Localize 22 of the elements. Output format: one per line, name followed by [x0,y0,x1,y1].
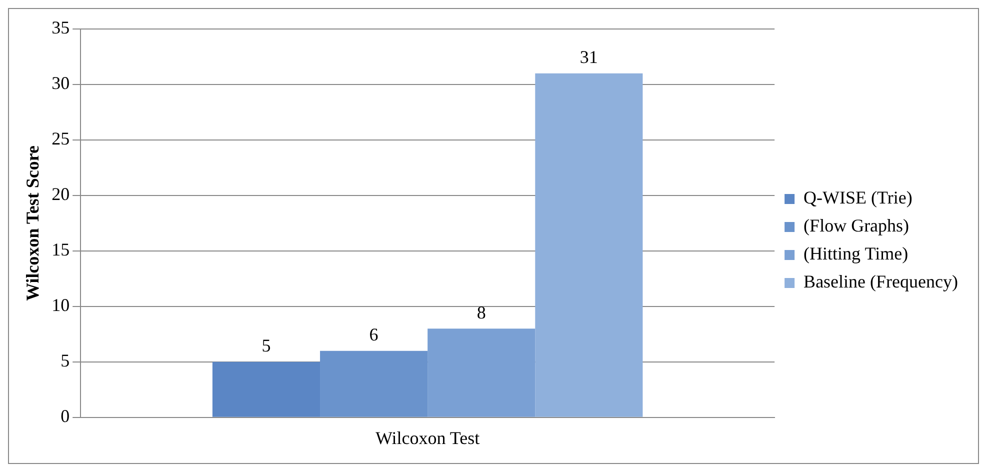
bar [320,350,428,417]
y-tick-label: 15 [52,240,70,260]
y-axis-title: Wilcoxon Test Score [22,146,42,301]
data-label: 31 [580,47,598,68]
x-tick-label: Wilcoxon Test [375,428,480,448]
y-tick-label: 0 [60,406,70,426]
legend-label: Q-WISE (Trie) [804,188,912,208]
y-tick-label: 35 [52,18,70,38]
legend-label: Baseline (Frequency) [804,272,958,292]
y-tick-label: 20 [52,184,70,204]
data-label: 6 [369,324,378,345]
y-tick-label: 10 [52,295,70,316]
legend-label: (Flow Graphs) [804,216,910,236]
data-label: 8 [476,302,486,322]
y-tick-label: 25 [52,128,70,149]
y-tick-label: 5 [60,350,70,371]
legend-label: (Hitting Time) [804,244,908,264]
bar [428,328,536,417]
bar [212,362,320,417]
y-tick-label: 30 [52,73,70,94]
data-label: 5 [262,336,271,356]
bar [535,73,643,417]
